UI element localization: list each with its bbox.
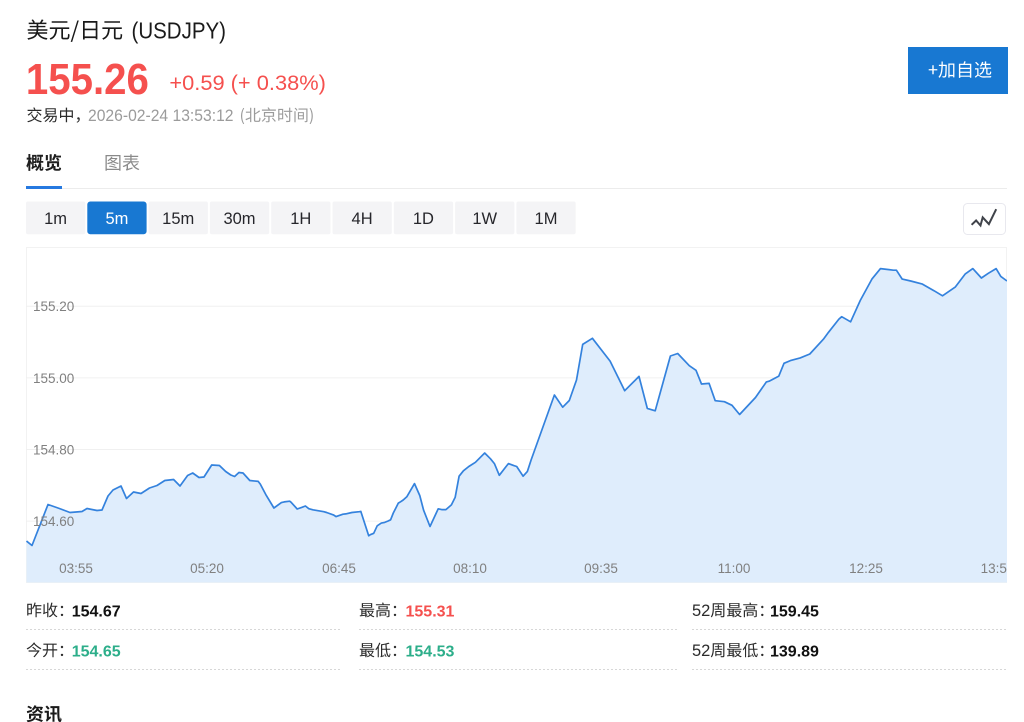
svg-text:1W: 1W xyxy=(472,210,497,228)
svg-text:52: 52 xyxy=(692,642,710,660)
svg-text:139.89: 139.89 xyxy=(770,644,819,661)
svg-text:154.53: 154.53 xyxy=(406,644,455,661)
svg-text:09:35: 09:35 xyxy=(584,561,618,576)
svg-text:15m: 15m xyxy=(162,210,194,228)
svg-text:2026-02-24 13:53:12: 2026-02-24 13:53:12 xyxy=(88,107,234,125)
svg-text:154.67: 154.67 xyxy=(72,604,121,621)
svg-text:+0.59 (+ 0.38%): +0.59 (+ 0.38%) xyxy=(169,72,326,95)
svg-text:12:25: 12:25 xyxy=(849,561,883,576)
svg-text:11:00: 11:00 xyxy=(718,561,751,576)
svg-text:(USDJPY): (USDJPY) xyxy=(132,17,227,43)
svg-text:159.45: 159.45 xyxy=(770,604,819,621)
svg-text:30m: 30m xyxy=(223,210,255,228)
svg-text:155.00: 155.00 xyxy=(33,371,74,386)
svg-text:13:50: 13:50 xyxy=(981,561,1015,576)
svg-text:52: 52 xyxy=(692,602,710,620)
svg-text:05:20: 05:20 xyxy=(190,561,224,576)
svg-text:06:45: 06:45 xyxy=(322,561,356,576)
svg-text:5m: 5m xyxy=(105,210,128,228)
svg-text:1D: 1D xyxy=(413,210,434,228)
svg-text:155.31: 155.31 xyxy=(406,604,455,621)
svg-text:1m: 1m xyxy=(44,210,67,228)
svg-text:1M: 1M xyxy=(535,210,558,228)
svg-text:1H: 1H xyxy=(290,210,311,228)
svg-text:4H: 4H xyxy=(352,210,373,228)
svg-text:08:10: 08:10 xyxy=(453,561,487,576)
svg-text:155.20: 155.20 xyxy=(33,299,74,314)
svg-text:03:55: 03:55 xyxy=(59,561,93,576)
svg-text:155.26: 155.26 xyxy=(26,55,149,104)
svg-text:154.80: 154.80 xyxy=(33,442,74,457)
svg-text:154.60: 154.60 xyxy=(33,514,74,529)
svg-text:154.65: 154.65 xyxy=(72,644,121,661)
